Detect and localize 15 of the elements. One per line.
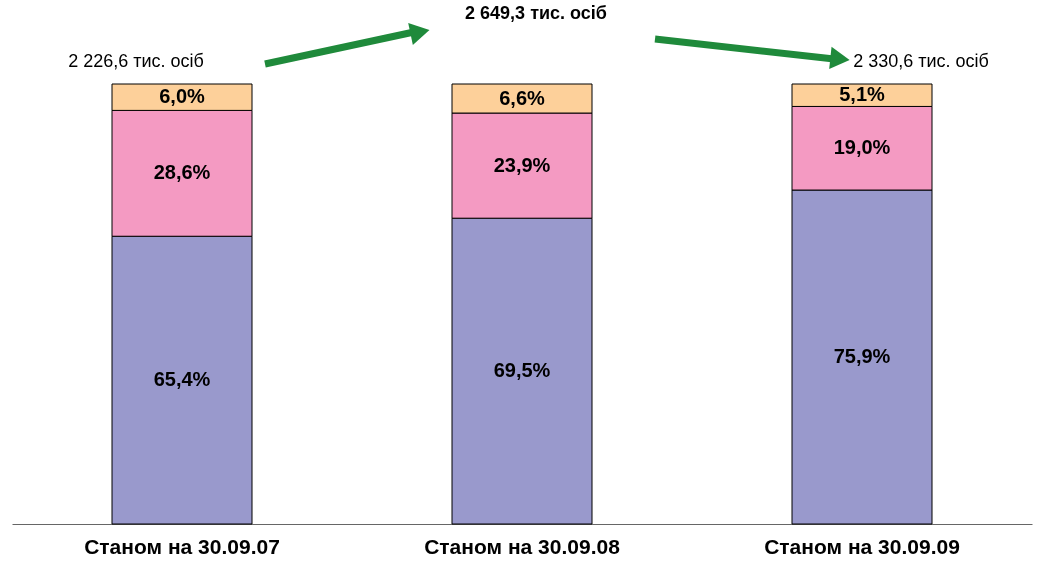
data-label: 75,9% <box>833 345 891 368</box>
data-label: 6,6% <box>499 86 546 109</box>
data-label: 6,0% <box>159 85 206 108</box>
data-label: 28,6% <box>153 161 211 184</box>
text: 2 649,3 тис. осіб <box>465 3 607 23</box>
data-label: 69,5% <box>493 359 551 382</box>
data-label: 23,9% <box>493 153 551 176</box>
text: 2 226,6 тис. осіб <box>68 51 204 71</box>
x-tick-label: Станом на 30.09.08 <box>424 534 621 558</box>
text: 2 330,6 тис. осіб <box>853 51 989 71</box>
x-tick-label: Станом на 30.09.09 <box>764 534 960 558</box>
data-label: 19,0% <box>833 136 891 159</box>
data-label: 5,1% <box>839 83 886 106</box>
x-tick-label: Станом на 30.09.07 <box>84 534 280 558</box>
data-label: 65,4% <box>153 368 211 391</box>
